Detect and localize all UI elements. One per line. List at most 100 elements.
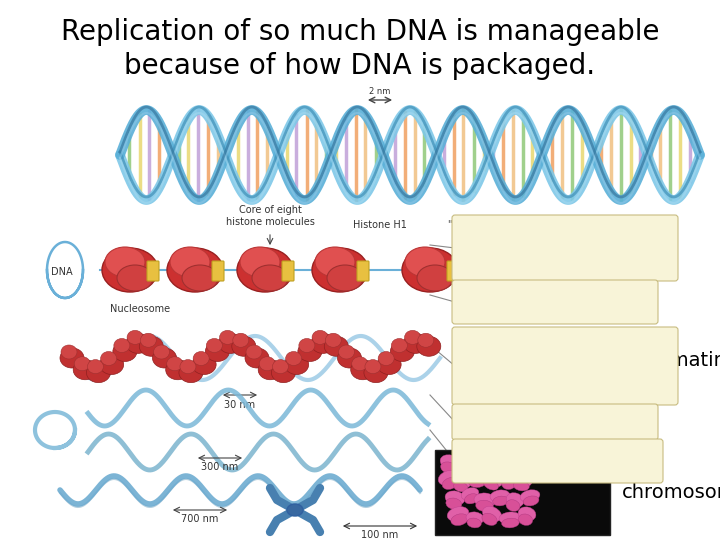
Ellipse shape <box>459 458 473 468</box>
Ellipse shape <box>495 247 535 277</box>
Ellipse shape <box>441 462 456 474</box>
Ellipse shape <box>483 479 498 490</box>
Text: 30 nm: 30 nm <box>225 400 256 410</box>
Text: ① A DNA molecule winds with
  histones, forming a vast
  number of nucleosomes.: ① A DNA molecule winds with histones, fo… <box>460 225 595 256</box>
Ellipse shape <box>182 265 218 291</box>
Ellipse shape <box>219 333 243 353</box>
Ellipse shape <box>404 333 428 353</box>
Ellipse shape <box>499 512 521 524</box>
Ellipse shape <box>518 507 536 521</box>
Ellipse shape <box>74 357 90 371</box>
Text: ③ Nucleosomes pack into a coil
  that twists into a larger
  coil and so forth, : ③ Nucleosomes pack into a coil that twis… <box>460 337 603 390</box>
Ellipse shape <box>167 248 223 292</box>
Ellipse shape <box>577 265 613 291</box>
Ellipse shape <box>127 330 143 345</box>
Ellipse shape <box>246 345 262 359</box>
Ellipse shape <box>405 330 420 345</box>
Ellipse shape <box>237 248 293 292</box>
FancyBboxPatch shape <box>452 327 678 405</box>
Ellipse shape <box>299 339 315 353</box>
Ellipse shape <box>469 457 490 472</box>
Ellipse shape <box>464 494 479 504</box>
Text: 700 nm: 700 nm <box>181 514 219 524</box>
Ellipse shape <box>484 473 503 487</box>
FancyBboxPatch shape <box>537 261 549 281</box>
Ellipse shape <box>166 360 189 380</box>
FancyBboxPatch shape <box>435 450 610 535</box>
Ellipse shape <box>327 265 363 291</box>
Ellipse shape <box>482 513 497 525</box>
FancyBboxPatch shape <box>357 261 369 281</box>
Ellipse shape <box>474 493 496 507</box>
Ellipse shape <box>506 500 520 511</box>
Ellipse shape <box>258 360 282 380</box>
Ellipse shape <box>193 352 209 366</box>
Text: Core of eight
histone molecules: Core of eight histone molecules <box>225 205 315 227</box>
Ellipse shape <box>392 339 408 353</box>
Ellipse shape <box>488 454 508 466</box>
Ellipse shape <box>167 357 183 371</box>
Ellipse shape <box>469 464 487 477</box>
Ellipse shape <box>482 507 502 522</box>
Ellipse shape <box>440 455 460 469</box>
Ellipse shape <box>102 248 158 292</box>
Ellipse shape <box>324 336 348 356</box>
Ellipse shape <box>105 247 145 277</box>
Ellipse shape <box>506 492 523 507</box>
Ellipse shape <box>417 336 441 356</box>
FancyBboxPatch shape <box>147 261 159 281</box>
Ellipse shape <box>207 339 222 353</box>
Text: DNA: DNA <box>51 267 73 277</box>
Ellipse shape <box>492 496 508 506</box>
Ellipse shape <box>454 482 468 492</box>
Ellipse shape <box>61 345 77 359</box>
Ellipse shape <box>364 363 388 383</box>
Ellipse shape <box>469 476 486 488</box>
Ellipse shape <box>390 341 414 361</box>
Ellipse shape <box>153 348 176 368</box>
Ellipse shape <box>438 470 458 485</box>
Text: Histone H1: Histone H1 <box>353 220 407 230</box>
Ellipse shape <box>126 333 150 353</box>
Text: chromosomes: chromosomes <box>622 483 720 502</box>
Ellipse shape <box>520 490 540 502</box>
Ellipse shape <box>315 247 355 277</box>
Ellipse shape <box>192 354 216 375</box>
Text: 100 nm: 100 nm <box>361 530 399 540</box>
Ellipse shape <box>73 360 97 380</box>
Text: 300 nm: 300 nm <box>202 462 238 472</box>
Ellipse shape <box>490 490 510 502</box>
Ellipse shape <box>179 363 203 383</box>
Ellipse shape <box>502 478 516 489</box>
Ellipse shape <box>205 341 230 361</box>
Ellipse shape <box>492 248 548 292</box>
Text: ⑤ The loops coil even further,
  forming a chromosome.: ⑤ The loops coil even further, forming a… <box>460 449 595 469</box>
Ellipse shape <box>518 458 536 468</box>
Ellipse shape <box>513 481 529 491</box>
FancyBboxPatch shape <box>452 280 658 324</box>
Ellipse shape <box>402 248 458 292</box>
Ellipse shape <box>462 488 479 501</box>
Ellipse shape <box>99 354 124 375</box>
Ellipse shape <box>507 265 543 291</box>
Ellipse shape <box>170 247 210 277</box>
Ellipse shape <box>502 518 519 528</box>
Ellipse shape <box>405 247 445 277</box>
Ellipse shape <box>220 330 235 345</box>
Ellipse shape <box>240 247 280 277</box>
FancyBboxPatch shape <box>212 261 224 281</box>
FancyBboxPatch shape <box>447 261 459 281</box>
Ellipse shape <box>504 456 522 470</box>
Ellipse shape <box>351 357 368 371</box>
Ellipse shape <box>365 360 381 374</box>
Ellipse shape <box>338 345 354 359</box>
Ellipse shape <box>508 463 521 475</box>
Text: 2 nm: 2 nm <box>369 87 391 96</box>
Ellipse shape <box>180 360 196 374</box>
FancyBboxPatch shape <box>452 215 678 281</box>
Ellipse shape <box>298 341 322 361</box>
Ellipse shape <box>476 500 493 511</box>
FancyBboxPatch shape <box>607 261 619 281</box>
Ellipse shape <box>453 476 471 488</box>
Ellipse shape <box>565 247 605 277</box>
